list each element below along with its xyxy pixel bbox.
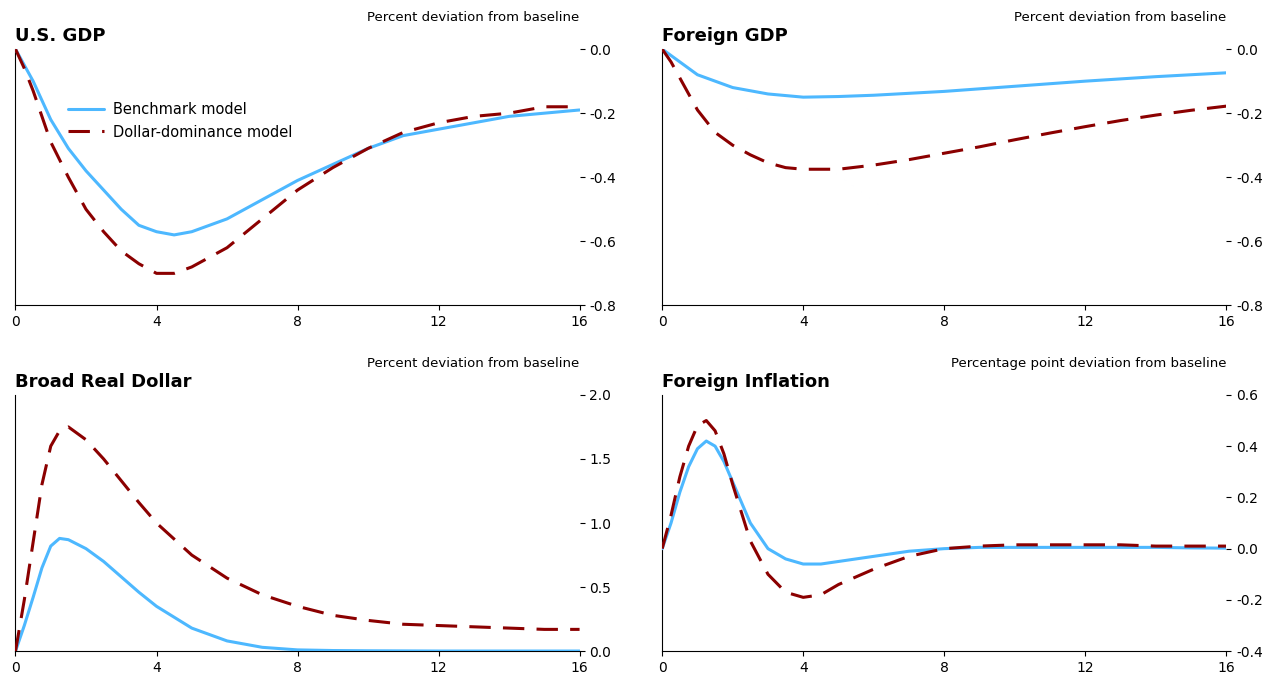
Text: Percent deviation from baseline: Percent deviation from baseline [367, 11, 580, 24]
Text: Broad Real Dollar: Broad Real Dollar [15, 372, 192, 390]
Text: U.S. GDP: U.S. GDP [15, 27, 106, 45]
Legend: Benchmark model, Dollar-dominance model: Benchmark model, Dollar-dominance model [68, 102, 293, 139]
Text: Foreign Inflation: Foreign Inflation [662, 372, 831, 390]
Text: Percent deviation from baseline: Percent deviation from baseline [1014, 11, 1227, 24]
Text: Foreign GDP: Foreign GDP [662, 27, 787, 45]
Text: Percentage point deviation from baseline: Percentage point deviation from baseline [950, 357, 1227, 370]
Text: Percent deviation from baseline: Percent deviation from baseline [367, 357, 580, 370]
